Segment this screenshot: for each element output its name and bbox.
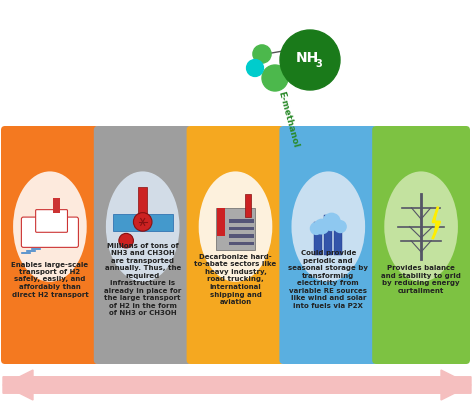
Text: NH: NH — [295, 51, 319, 65]
FancyArrow shape — [3, 370, 471, 400]
FancyBboxPatch shape — [187, 126, 284, 364]
Bar — [216, 208, 255, 250]
Bar — [229, 234, 254, 238]
Circle shape — [119, 233, 133, 248]
Circle shape — [310, 222, 323, 235]
Text: Millions of tons of
NH3 and CH3OH
are transported
annually. Thus, the
required
i: Millions of tons of NH3 and CH3OH are tr… — [104, 243, 182, 316]
Circle shape — [262, 65, 288, 91]
Ellipse shape — [106, 171, 180, 282]
Bar — [246, 194, 251, 217]
Circle shape — [246, 59, 264, 76]
FancyBboxPatch shape — [372, 126, 470, 364]
FancyBboxPatch shape — [21, 217, 78, 247]
Circle shape — [280, 30, 340, 90]
FancyBboxPatch shape — [1, 126, 99, 364]
Bar — [138, 187, 147, 215]
Bar — [324, 215, 332, 255]
Ellipse shape — [13, 171, 87, 282]
Circle shape — [322, 212, 341, 231]
Polygon shape — [433, 208, 440, 238]
Bar — [334, 227, 342, 255]
Circle shape — [253, 45, 271, 63]
Ellipse shape — [384, 171, 458, 282]
Bar — [229, 219, 254, 223]
Bar — [217, 208, 225, 236]
Circle shape — [334, 220, 347, 233]
Text: Enables large-scale
transport of H2
safely, easily, and
affordably than
direct H: Enables large-scale transport of H2 safe… — [11, 261, 89, 297]
Bar — [229, 227, 254, 230]
FancyArrow shape — [3, 370, 471, 400]
Bar — [53, 199, 60, 212]
Circle shape — [133, 212, 152, 231]
Circle shape — [314, 219, 329, 235]
Text: Provides balance
and stability to grid
by reducing energy
curtailment: Provides balance and stability to grid b… — [381, 265, 461, 294]
Text: 3: 3 — [316, 59, 322, 69]
FancyBboxPatch shape — [36, 210, 67, 232]
FancyBboxPatch shape — [279, 126, 377, 364]
Ellipse shape — [292, 171, 365, 282]
Bar — [113, 215, 173, 231]
Bar — [229, 242, 254, 246]
Bar — [314, 222, 322, 255]
Text: Decarbonize hard-
to-abate sectors like
heavy industry,
road trucking,
internati: Decarbonize hard- to-abate sectors like … — [194, 254, 277, 305]
Ellipse shape — [199, 171, 273, 282]
Text: E-methanol: E-methanol — [276, 90, 300, 148]
Text: Could provide
periodic and
seasonal storage by
transforming
electricity from
var: Could provide periodic and seasonal stor… — [288, 250, 368, 309]
FancyBboxPatch shape — [94, 126, 191, 364]
